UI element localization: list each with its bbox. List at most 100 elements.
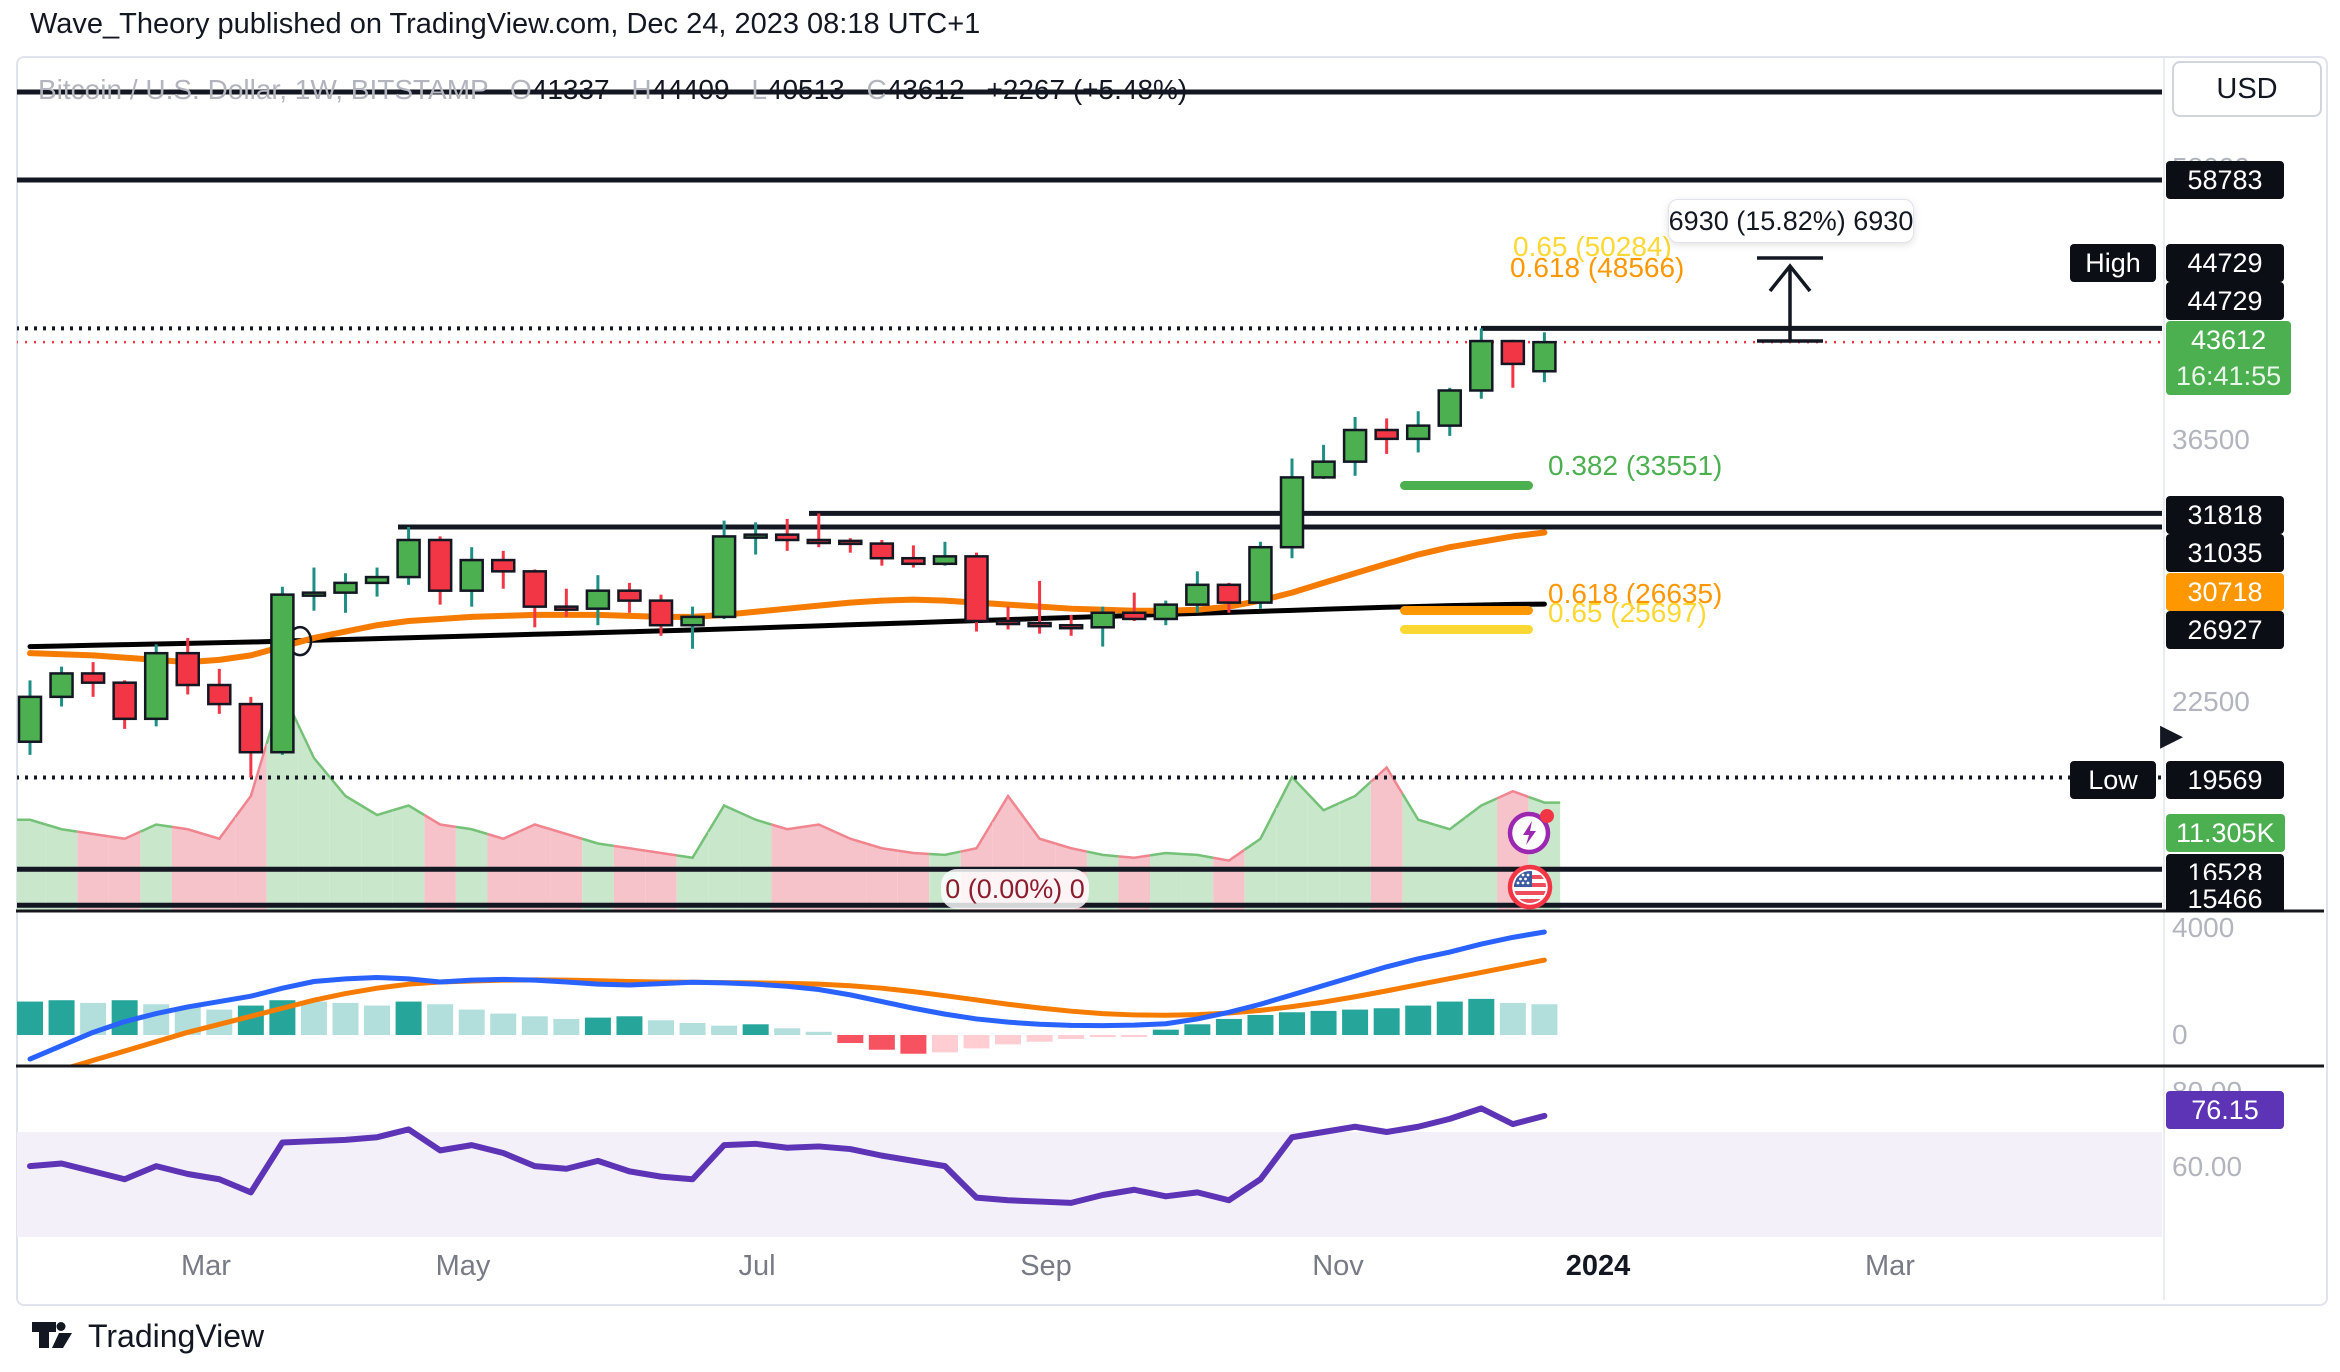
candle-body xyxy=(585,589,611,610)
volume-value-chip: 11.305K xyxy=(2166,814,2285,852)
fib-label-065-lower[interactable]: 0.65 (25697) xyxy=(1548,597,1707,628)
month-label: May xyxy=(435,1250,491,1282)
time-axis[interactable]: Mar May Jul Sep Nov 2024 Mar xyxy=(0,1250,2163,1290)
us-flag-event-icon[interactable] xyxy=(1507,864,1553,910)
measure-tooltip: 6930 (15.82%) 6930 xyxy=(1668,199,1914,243)
macd-pane[interactable] xyxy=(17,929,1558,1078)
scale-marker-arrow-icon: ▶ xyxy=(2160,719,2184,752)
price-label-15466: 15466 xyxy=(2166,880,2284,912)
macd-histogram-bar xyxy=(711,1025,738,1035)
candle-body xyxy=(1248,545,1273,604)
candle-body xyxy=(1058,623,1084,630)
volume-area-segment xyxy=(203,817,236,910)
macd-histogram-bar xyxy=(1152,1029,1179,1035)
macd-histogram-bar xyxy=(963,1035,990,1049)
candle-body xyxy=(1216,583,1242,604)
macd-histogram-bar xyxy=(1531,1004,1558,1035)
high-label: H xyxy=(631,74,652,105)
volume-area-segment xyxy=(298,724,330,910)
fib-label-065-upper[interactable]: 0.65 (50284) xyxy=(1513,231,1672,262)
macd-histogram-bar xyxy=(868,1035,895,1050)
macd-histogram-bar xyxy=(458,1009,485,1035)
macd-histogram-bar xyxy=(1342,1009,1369,1035)
macd-histogram-bar xyxy=(48,1000,75,1035)
candle-body xyxy=(112,681,137,721)
candle-body xyxy=(427,538,453,592)
macd-histogram-bar xyxy=(395,1001,422,1035)
price-label-58783: 58783 xyxy=(2166,161,2284,199)
currency-toggle-button[interactable]: USD xyxy=(2172,61,2322,117)
candle-body xyxy=(1532,340,1557,373)
candle-body xyxy=(617,589,642,602)
macd-histogram-bar xyxy=(805,1031,832,1035)
open-label: O xyxy=(509,74,532,105)
candle-body xyxy=(270,593,295,754)
volume-area-segment xyxy=(582,838,614,910)
lightning-event-icon[interactable] xyxy=(1505,806,1557,858)
fib-label-0618-upper[interactable]: 0.618 (48566) xyxy=(1510,252,1685,283)
macd-histogram-bar xyxy=(616,1016,643,1035)
volume-area-segment xyxy=(1465,798,1498,910)
fib-segment xyxy=(1400,606,1533,615)
macd-histogram-bar xyxy=(648,1020,674,1035)
rsi-pane[interactable] xyxy=(17,1105,2163,1237)
low-value: 40513 xyxy=(766,74,845,105)
chart-card xyxy=(16,56,2328,1306)
volume-area-segment xyxy=(1339,781,1371,910)
ma-orange-value-chip: 30718 xyxy=(2166,573,2284,611)
symbol-name[interactable]: Bitcoin / U.S. Dollar, 1W, BITSTAMP xyxy=(38,74,489,105)
macd-histogram-bar xyxy=(17,1001,43,1035)
candle-body xyxy=(1153,603,1179,621)
candle-body xyxy=(459,558,484,592)
candle-body xyxy=(554,605,579,611)
candle-body xyxy=(964,555,989,623)
candle-body xyxy=(1437,389,1462,427)
volume-area-segment xyxy=(17,819,46,910)
volume-area-segment xyxy=(645,850,677,910)
macd-histogram-bar xyxy=(1184,1024,1211,1035)
volume-area-segment xyxy=(866,843,898,910)
candle-body xyxy=(143,651,169,721)
macd-histogram-bar xyxy=(1436,1001,1463,1035)
candle-body xyxy=(838,539,863,546)
candle-body xyxy=(207,683,232,706)
macd-histogram-bar xyxy=(900,1035,927,1054)
candle-body xyxy=(17,695,43,743)
footer-brand[interactable]: TradingView xyxy=(30,1316,264,1356)
fib-label-0618-lower[interactable]: 0.618 (26635) xyxy=(1548,578,1723,609)
candle-body xyxy=(1342,428,1368,463)
tick-0: 0 xyxy=(2172,1019,2188,1050)
price-label-44729-high: 44729 xyxy=(2166,244,2284,282)
macd-histogram-bar xyxy=(1058,1035,1085,1040)
clipped-chip-wrap: 15466 xyxy=(2163,880,2333,912)
candle-body xyxy=(49,672,74,699)
volume-area-segment xyxy=(1086,851,1119,910)
volume-area-segment xyxy=(1213,849,1245,910)
price-pane[interactable] xyxy=(14,89,2163,910)
macd-histogram-bar xyxy=(931,1035,958,1053)
macd-histogram-bar xyxy=(1468,998,1495,1035)
year-label: 2024 xyxy=(1565,1250,1631,1282)
last-price-chip: 43612 16:41:55 xyxy=(2166,321,2292,395)
close-value: 43612 xyxy=(886,74,965,105)
macd-histogram-bar xyxy=(1310,1010,1337,1035)
candle-body xyxy=(1311,460,1336,479)
rsi-value-chip: 76.15 xyxy=(2166,1091,2284,1129)
macd-histogram-bar xyxy=(1026,1035,1053,1042)
macd-histogram-bar xyxy=(553,1018,580,1035)
macd-histogram-bar xyxy=(1279,1012,1305,1035)
month-label: Nov xyxy=(1312,1250,1364,1282)
measure-arrow-drawing[interactable] xyxy=(1757,256,1823,343)
candle-body xyxy=(680,615,705,627)
candle-body xyxy=(301,591,327,597)
close-label: C xyxy=(866,74,887,105)
macd-histogram-bar xyxy=(742,1024,769,1035)
month-label: Jul xyxy=(738,1250,776,1282)
candle-body xyxy=(1027,621,1052,628)
candle-body xyxy=(238,702,264,754)
volume-area-segment xyxy=(329,777,362,910)
fib-label-0382[interactable]: 0.382 (33551) xyxy=(1548,450,1723,481)
price-label-44729-line: 44729 xyxy=(2166,282,2284,320)
fib-segment xyxy=(1400,625,1533,634)
